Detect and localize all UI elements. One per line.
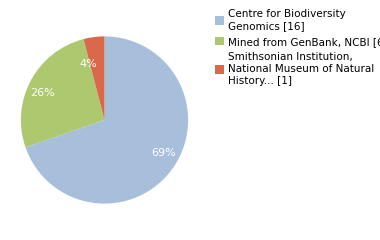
- Wedge shape: [84, 36, 104, 120]
- Wedge shape: [21, 39, 104, 147]
- Text: 4%: 4%: [79, 59, 97, 69]
- Wedge shape: [25, 36, 188, 204]
- Text: 26%: 26%: [30, 88, 54, 98]
- Text: 69%: 69%: [151, 148, 176, 158]
- Legend: Centre for Biodiversity
Genomics [16], Mined from GenBank, NCBI [6], Smithsonian: Centre for Biodiversity Genomics [16], M…: [211, 5, 380, 90]
